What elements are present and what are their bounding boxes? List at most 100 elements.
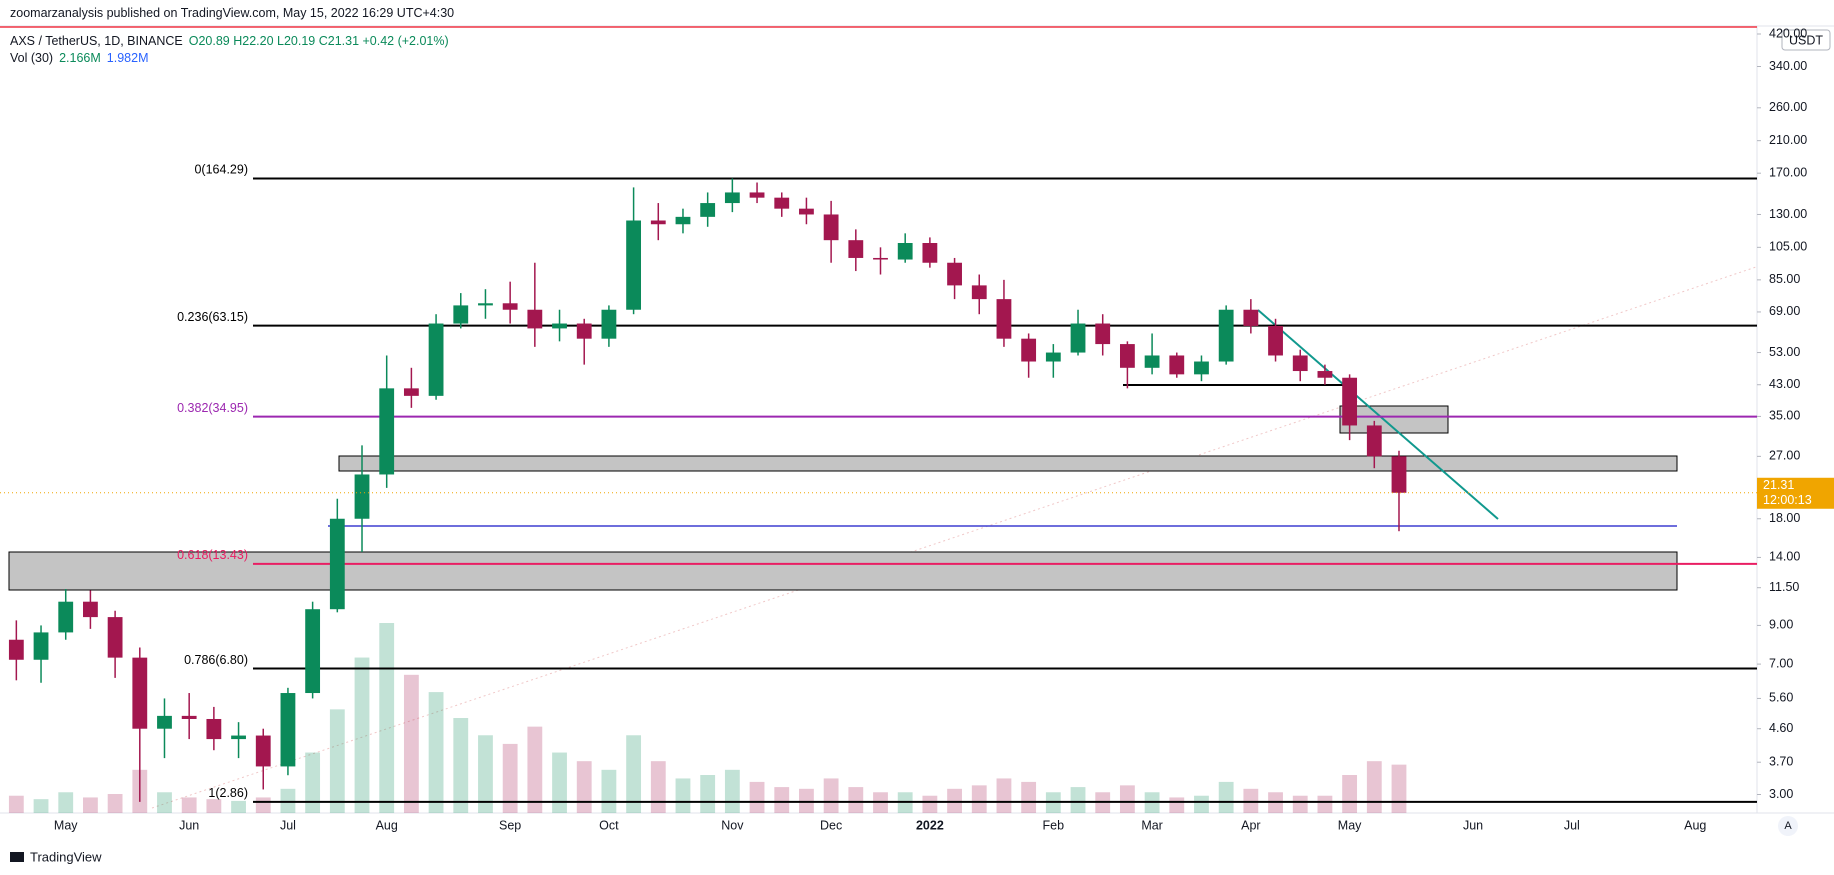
candle-body [502, 303, 518, 310]
volume-bar [749, 781, 765, 813]
x-tick-label: Aug [376, 818, 398, 832]
last-price: 21.31 [1763, 478, 1794, 492]
candle-body [700, 203, 716, 217]
volume-bar [724, 769, 740, 813]
candle-body [305, 609, 321, 694]
candle-body [354, 474, 370, 519]
volume-bar [83, 797, 98, 813]
volume-bar [626, 735, 642, 813]
volume-bar [823, 778, 839, 813]
volume-bar [231, 800, 246, 813]
volume-value: 2.166M [59, 51, 101, 65]
candle-body [1095, 323, 1111, 345]
auto-scale-label[interactable]: A [1784, 820, 1792, 832]
candle-body [971, 285, 987, 300]
candle-body [280, 693, 296, 767]
volume-bar [379, 623, 395, 813]
volume-bar [1366, 761, 1382, 813]
volume-bar [996, 778, 1012, 813]
volume-bar [922, 795, 938, 813]
candle-body [675, 216, 691, 225]
candle-body [403, 388, 419, 396]
candle-body [58, 601, 74, 633]
volume-bar [601, 769, 617, 813]
candle-body [1317, 371, 1333, 378]
y-tick-label: 130.00 [1769, 207, 1807, 221]
y-tick-label: 105.00 [1769, 240, 1807, 254]
candle-body [1218, 309, 1234, 362]
volume-bar [107, 794, 123, 813]
symbol: AXS / TetherUS, 1D, BINANCE [10, 34, 183, 48]
y-tick-label: 35.00 [1769, 409, 1800, 423]
candle-body [157, 715, 172, 729]
candle-body [601, 309, 617, 339]
logo [10, 852, 24, 862]
candle-body [724, 192, 740, 204]
y-tick-label: 11.50 [1769, 580, 1799, 594]
y-tick-label: 260.00 [1769, 100, 1807, 114]
y-tick-label: 85.00 [1769, 272, 1800, 286]
candle-body [1292, 355, 1308, 372]
x-tick-label: Aug [1684, 818, 1706, 832]
y-tick-label: 69.00 [1769, 304, 1800, 318]
volume-bar [181, 797, 197, 813]
x-tick-label: Oct [599, 818, 619, 832]
volume-bar [650, 761, 666, 813]
candle-body [1366, 425, 1382, 457]
candle-body [206, 718, 222, 740]
y-tick-label: 9.00 [1769, 618, 1793, 632]
volume-bar [305, 752, 321, 813]
y-tick-label: 210.00 [1769, 133, 1807, 147]
y-tick-label: 420.00 [1769, 26, 1807, 40]
volume-ma: 1.982M [106, 51, 149, 65]
candle-body [83, 601, 98, 618]
candle-body [1119, 344, 1135, 368]
volume-bar [33, 799, 49, 813]
y-tick-label: 170.00 [1769, 165, 1807, 179]
x-tick-label: Dec [820, 818, 842, 832]
fib-label: 1(2.86) [208, 786, 248, 800]
y-tick-label: 340.00 [1769, 59, 1807, 73]
candle-body [922, 243, 938, 263]
dotted-trend [151, 266, 1757, 809]
candle-body [33, 632, 49, 660]
volume-bar [552, 752, 567, 813]
x-tick-label: Jun [179, 818, 199, 832]
candle-body [1268, 325, 1283, 356]
x-tick-label: Jul [280, 818, 296, 832]
volume-bar [700, 775, 716, 813]
volume-label: Vol (30) [10, 51, 54, 65]
fib-label: 0(164.29) [194, 163, 248, 177]
candle-body [329, 518, 345, 610]
auto-scale-button[interactable] [1778, 816, 1798, 836]
x-tick-label: Nov [721, 818, 744, 832]
candle-body [428, 323, 444, 396]
y-tick-label: 53.00 [1769, 345, 1800, 359]
x-tick-label: May [1338, 818, 1362, 832]
y-tick-label: 3.70 [1769, 755, 1793, 769]
volume-bar [1317, 795, 1333, 813]
x-tick-label: Jun [1463, 818, 1483, 832]
x-tick-label: Feb [1043, 818, 1065, 832]
y-tick-label: 5.60 [1769, 691, 1793, 705]
candle-body [1169, 355, 1185, 375]
volume-bar [157, 792, 172, 813]
candle-body [478, 303, 493, 306]
candle-body [576, 323, 592, 339]
candle-body [947, 262, 962, 286]
fib-label: 0.618(13.43) [177, 548, 248, 562]
trend-line [1257, 309, 1499, 520]
legend-symbol: AXS / TetherUS, 1D, BINANCE O20.89 H22.20… [10, 34, 455, 48]
y-tick-label: 43.00 [1769, 377, 1800, 391]
candle-body [873, 257, 888, 260]
volume-bar [428, 692, 444, 813]
x-tick-label: Sep [499, 818, 521, 832]
fib-label: 0.382(34.95) [177, 401, 248, 415]
candle-body [774, 197, 790, 209]
volume-bar [1119, 785, 1135, 813]
volume-bar [329, 709, 345, 813]
candle-body [1243, 309, 1259, 326]
candle-body [132, 657, 148, 729]
candle-body [1070, 323, 1086, 353]
